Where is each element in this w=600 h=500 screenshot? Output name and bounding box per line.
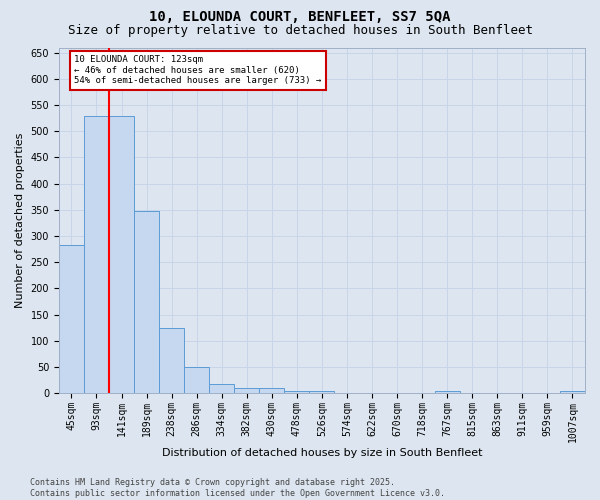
Bar xyxy=(209,384,234,393)
Text: Contains HM Land Registry data © Crown copyright and database right 2025.
Contai: Contains HM Land Registry data © Crown c… xyxy=(30,478,445,498)
Bar xyxy=(259,388,284,393)
Bar xyxy=(434,390,460,393)
Text: 10 ELOUNDA COURT: 123sqm
← 46% of detached houses are smaller (620)
54% of semi-: 10 ELOUNDA COURT: 123sqm ← 46% of detach… xyxy=(74,56,322,85)
Bar xyxy=(284,390,310,393)
Bar xyxy=(310,391,334,393)
Bar xyxy=(560,391,585,393)
Y-axis label: Number of detached properties: Number of detached properties xyxy=(15,132,25,308)
Bar xyxy=(59,245,84,393)
Bar xyxy=(234,388,259,393)
Bar xyxy=(159,328,184,393)
Bar xyxy=(134,211,159,393)
Bar xyxy=(184,367,209,393)
Bar xyxy=(109,116,134,393)
Text: 10, ELOUNDA COURT, BENFLEET, SS7 5QA: 10, ELOUNDA COURT, BENFLEET, SS7 5QA xyxy=(149,10,451,24)
Text: Size of property relative to detached houses in South Benfleet: Size of property relative to detached ho… xyxy=(67,24,533,37)
X-axis label: Distribution of detached houses by size in South Benfleet: Distribution of detached houses by size … xyxy=(162,448,482,458)
Bar xyxy=(84,116,109,393)
